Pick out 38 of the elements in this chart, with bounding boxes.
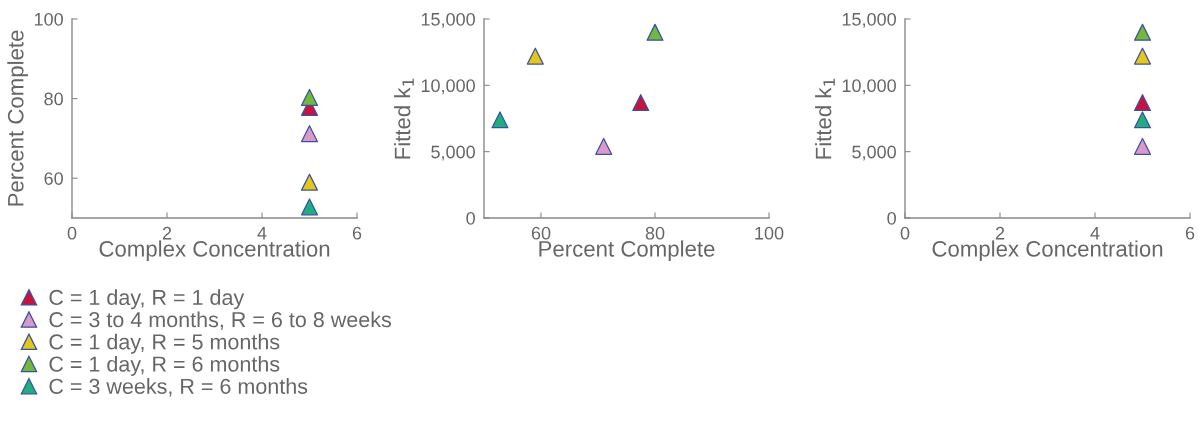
y-tick-label: 0 [466,211,475,225]
y-tick-label: 80 [44,92,63,106]
x-tick-label: 2 [995,226,1005,240]
y-tick-label: 15,000 [842,12,896,28]
x-tick-label: 0 [900,226,910,240]
point [632,94,650,112]
legend-label: C = 1 day, R = 1 day [49,289,245,310]
y-tick-label: 10,000 [842,79,896,95]
x-tick-label: 2 [162,226,172,240]
legend-label: C = 3 to 4 months, R = 6 to 8 weeks [49,311,391,330]
x-tick-label: 60 [531,226,551,240]
y-tick-label: 10,000 [421,79,475,95]
y-tick-label: 0 [887,211,896,225]
y-tick-label: 5,000 [431,145,475,161]
x-axis-title: Complex Concentration [99,240,330,262]
y-axis-title: Fitted k$_{1}$ [394,78,414,159]
x-tick-label: 80 [645,226,665,240]
y-tick-label: 5,000 [852,145,896,161]
x-axis-title: Percent Complete [539,240,715,262]
y-tick-label: 100 [34,12,63,26]
y-axis-title: Fitted k$_{1}$ [815,78,835,159]
y-tick-label: 60 [44,172,63,185]
x-tick-label: 6 [1185,226,1195,240]
x-tick-label: 100 [755,226,784,240]
x-tick-label: 4 [1090,227,1100,240]
y-axis-title: Percent Complete [7,30,28,206]
y-tick-label: 15,000 [421,12,475,28]
x-tick-label: 6 [352,226,362,240]
legend-label: C = 3 weeks, R = 6 months [49,378,308,397]
point [595,137,613,155]
point [491,111,509,129]
point [526,47,544,65]
x-tick-label: 0 [67,226,77,240]
legend-label: C = 1 day, R = 6 months [49,355,280,376]
x-axis-title: Complex Concentration [932,240,1163,262]
point [646,23,664,41]
x-tick-label: 4 [257,227,267,240]
legend-label: C = 1 day, R = 5 months [49,333,280,354]
